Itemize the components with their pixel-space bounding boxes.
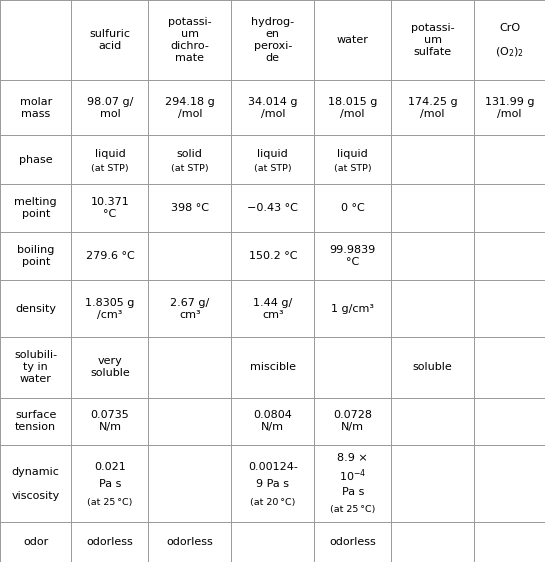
Text: (at STP): (at STP) bbox=[254, 164, 292, 173]
Text: 0.0735
N/m: 0.0735 N/m bbox=[90, 410, 129, 432]
Text: 150.2 °C: 150.2 °C bbox=[249, 251, 297, 261]
Text: 9 Pa s: 9 Pa s bbox=[256, 479, 289, 489]
Text: 34.014 g
/mol: 34.014 g /mol bbox=[248, 97, 298, 119]
Text: (at STP): (at STP) bbox=[171, 164, 209, 173]
Text: Pa s: Pa s bbox=[342, 487, 364, 497]
Text: soluble: soluble bbox=[413, 362, 452, 372]
Text: 131.99 g
/mol: 131.99 g /mol bbox=[485, 97, 534, 119]
Text: melting
point: melting point bbox=[14, 197, 57, 219]
Text: surface
tension: surface tension bbox=[15, 410, 57, 432]
Text: 279.6 °C: 279.6 °C bbox=[86, 251, 134, 261]
Text: (at STP): (at STP) bbox=[334, 164, 372, 173]
Text: hydrog-
en
peroxi-
de: hydrog- en peroxi- de bbox=[251, 17, 294, 63]
Text: 2.67 g/
cm³: 2.67 g/ cm³ bbox=[170, 298, 209, 320]
Text: boiling
point: boiling point bbox=[17, 245, 54, 267]
Text: 10$^{-4}$: 10$^{-4}$ bbox=[339, 467, 366, 484]
Text: solid: solid bbox=[177, 149, 203, 158]
Text: (at 25 °C): (at 25 °C) bbox=[330, 505, 376, 514]
Text: (at 20 °C): (at 20 °C) bbox=[250, 498, 295, 507]
Text: odorless: odorless bbox=[329, 537, 376, 547]
Text: odorless: odorless bbox=[87, 537, 134, 547]
Text: (O$_2$)$_2$: (O$_2$)$_2$ bbox=[495, 46, 524, 59]
Text: very
soluble: very soluble bbox=[90, 356, 130, 378]
Text: odorless: odorless bbox=[166, 537, 213, 547]
Text: Pa s: Pa s bbox=[99, 479, 121, 489]
Text: liquid: liquid bbox=[337, 149, 368, 158]
Text: solubili-
ty in
water: solubili- ty in water bbox=[14, 350, 57, 384]
Text: 0.00124-: 0.00124- bbox=[248, 462, 298, 472]
Text: molar
mass: molar mass bbox=[20, 97, 52, 119]
Text: CrO: CrO bbox=[499, 23, 520, 33]
Text: 8.9 ×: 8.9 × bbox=[337, 454, 368, 463]
Text: 398 °C: 398 °C bbox=[171, 203, 209, 213]
Text: potassi-
um
dichro-
mate: potassi- um dichro- mate bbox=[168, 17, 211, 63]
Text: −0.43 °C: −0.43 °C bbox=[247, 203, 298, 213]
Text: 294.18 g
/mol: 294.18 g /mol bbox=[165, 97, 215, 119]
Text: liquid: liquid bbox=[94, 149, 125, 158]
Text: (at 25 °C): (at 25 °C) bbox=[87, 498, 132, 507]
Text: 0.021: 0.021 bbox=[94, 462, 126, 472]
Text: 0 °C: 0 °C bbox=[341, 203, 365, 213]
Text: 174.25 g
/mol: 174.25 g /mol bbox=[408, 97, 457, 119]
Text: 99.9839
°C: 99.9839 °C bbox=[330, 245, 376, 267]
Text: potassi-
um
sulfate: potassi- um sulfate bbox=[411, 23, 455, 57]
Text: dynamic

viscosity: dynamic viscosity bbox=[11, 467, 60, 501]
Text: miscible: miscible bbox=[250, 362, 296, 372]
Text: liquid: liquid bbox=[257, 149, 288, 158]
Text: density: density bbox=[15, 303, 56, 314]
Text: (at STP): (at STP) bbox=[91, 164, 129, 173]
Text: water: water bbox=[337, 35, 368, 45]
Text: odor: odor bbox=[23, 537, 49, 547]
Text: 1.8305 g
/cm³: 1.8305 g /cm³ bbox=[85, 298, 135, 320]
Text: 0.0728
N/m: 0.0728 N/m bbox=[333, 410, 372, 432]
Text: 1 g/cm³: 1 g/cm³ bbox=[331, 303, 374, 314]
Text: 98.07 g/
mol: 98.07 g/ mol bbox=[87, 97, 133, 119]
Text: sulfuric
acid: sulfuric acid bbox=[89, 29, 130, 51]
Text: 0.0804
N/m: 0.0804 N/m bbox=[253, 410, 292, 432]
Text: 1.44 g/
cm³: 1.44 g/ cm³ bbox=[253, 298, 293, 320]
Text: 18.015 g
/mol: 18.015 g /mol bbox=[328, 97, 378, 119]
Text: 10.371
°C: 10.371 °C bbox=[90, 197, 129, 219]
Text: phase: phase bbox=[19, 155, 52, 165]
